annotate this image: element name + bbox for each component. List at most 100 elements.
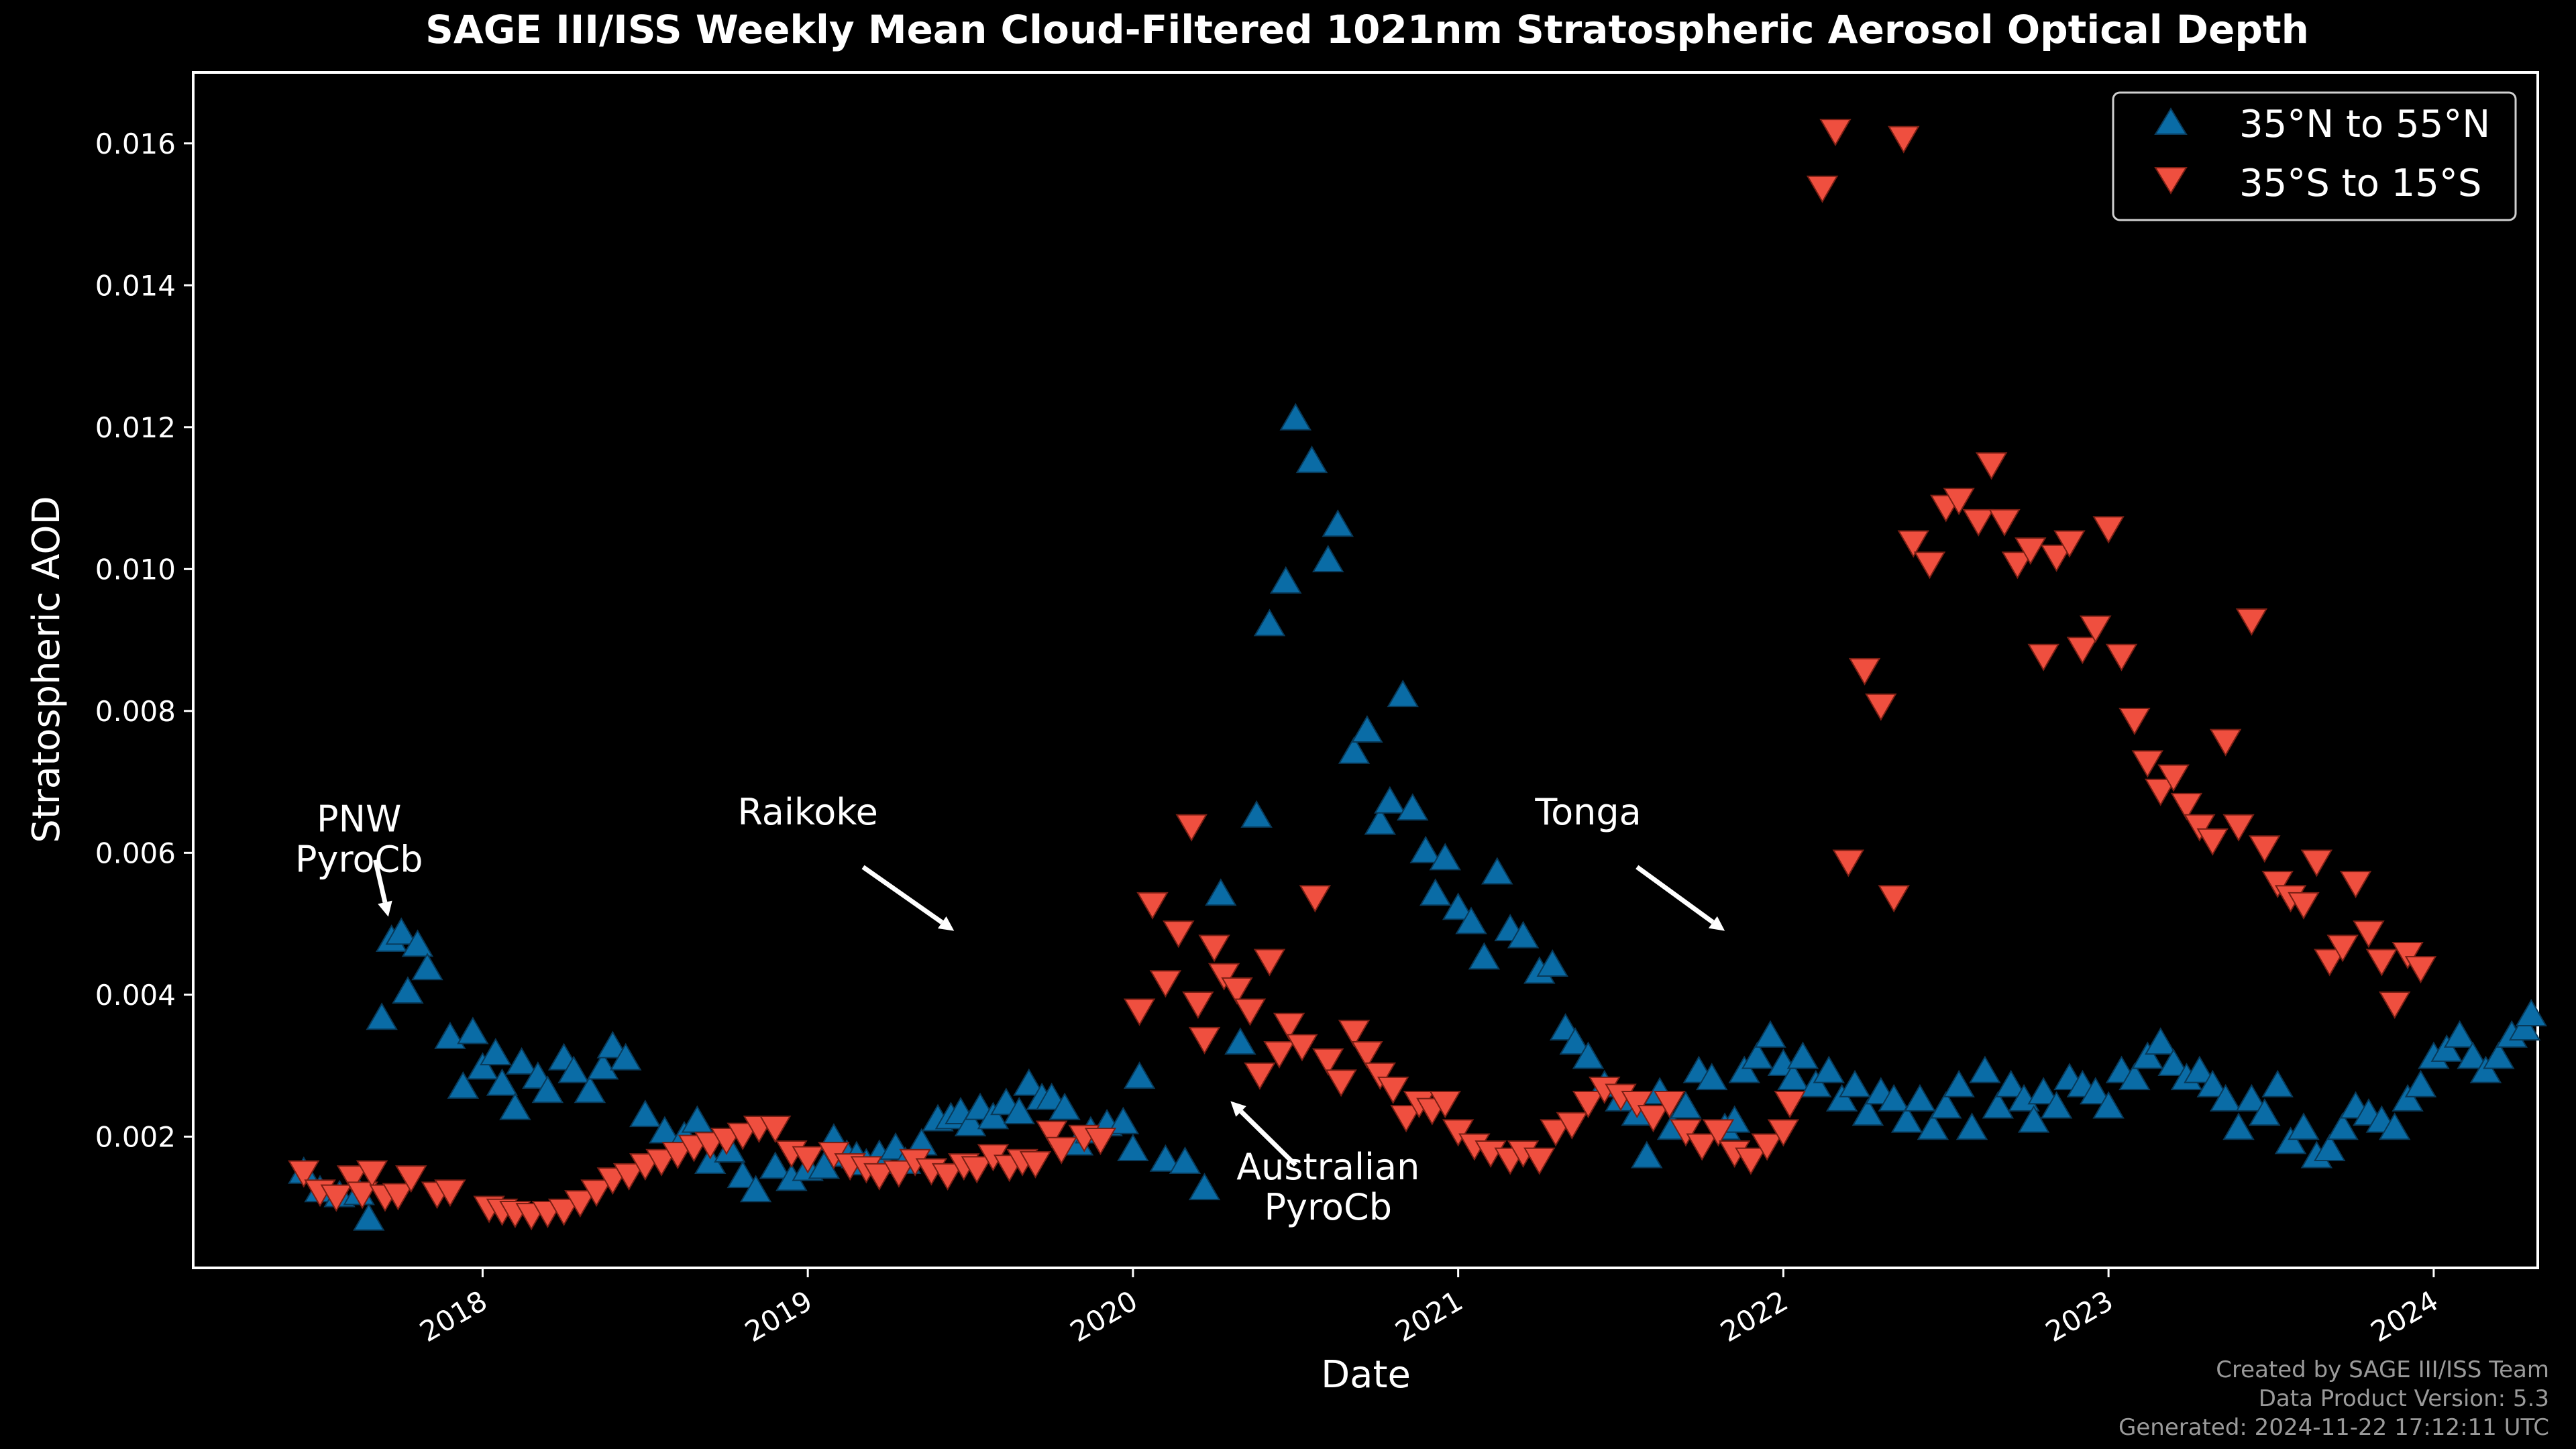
data-point-north (1123, 1061, 1156, 1089)
data-point-north (587, 1052, 619, 1080)
data-point-south (1637, 1105, 1670, 1133)
data-point-north (1851, 1098, 1884, 1126)
data-point-south (1572, 1091, 1605, 1119)
data-point-south (1312, 1048, 1344, 1076)
data-point-south (2080, 615, 2112, 643)
data-point-north (2288, 1112, 2320, 1140)
chart-title: SAGE III/ISS Weekly Mean Cloud-Filtered … (425, 7, 2309, 52)
data-point-south (1377, 1076, 1409, 1104)
data-point-south (727, 1122, 759, 1150)
data-point-north (1536, 949, 1568, 977)
credit-line-2: Data Product Version: 5.3 (2259, 1385, 2549, 1412)
plot-frame (192, 71, 2539, 1269)
data-point-south (1338, 1020, 1371, 1048)
data-point-south (1556, 1112, 1589, 1140)
data-point-north (1813, 1055, 1845, 1083)
annotation-arrow (373, 859, 388, 903)
data-point-south (1198, 934, 1230, 963)
data-point-north (1741, 1041, 1774, 1069)
data-point-south (580, 1179, 612, 1208)
data-point-north (2040, 1091, 2073, 1119)
annotation-text: Tonga (1534, 791, 1641, 833)
data-point-north (1917, 1112, 1949, 1140)
data-point-north (1169, 1146, 1201, 1174)
data-point-south (1163, 920, 1195, 949)
data-point-south (1774, 1091, 1806, 1119)
data-point-south (1832, 849, 1865, 877)
annotation-arrow (861, 865, 944, 924)
data-point-north (2515, 999, 2548, 1027)
data-point-south (1913, 551, 1946, 580)
data-point-south (1429, 1091, 1461, 1119)
data-point-south (1621, 1091, 1653, 1119)
data-point-south (2378, 991, 2411, 1019)
data-point-south (1351, 1041, 1383, 1069)
data-point-north (1670, 1091, 1702, 1119)
credits-block: Created by SAGE III/ISS Team Data Produc… (2118, 1356, 2549, 1441)
data-point-north (1397, 793, 1429, 821)
data-point-south (2222, 814, 2255, 842)
data-point-south (2196, 828, 2229, 856)
data-point-south (1686, 1133, 1718, 1161)
data-point-south (1897, 530, 1930, 558)
data-point-north (385, 917, 417, 945)
data-point-south (1848, 657, 1881, 686)
data-point-south (2184, 814, 2216, 842)
data-point-south (1244, 1062, 1276, 1090)
legend: 35°N to 55°N 35°S to 15°S (2112, 91, 2517, 221)
data-point-south (320, 1184, 353, 1212)
data-point-north (1904, 1083, 1936, 1112)
data-point-south (1325, 1069, 1357, 1097)
data-point-south (1234, 998, 1267, 1026)
data-point-south (2092, 516, 2125, 544)
data-point-south (645, 1148, 678, 1177)
data-point-north (1442, 892, 1474, 920)
data-point-north (1205, 878, 1237, 906)
data-point-south (1523, 1147, 1556, 1175)
data-point-north (1295, 445, 1328, 474)
data-point-north (2326, 1112, 2359, 1140)
data-point-south (1273, 1012, 1305, 1040)
data-point-north (609, 1042, 642, 1071)
data-point-south (1263, 1041, 1295, 1069)
data-point-north (1572, 1041, 1605, 1069)
data-point-north (1728, 1055, 1760, 1083)
data-point-north (1429, 843, 1461, 871)
data-point-south (612, 1163, 645, 1191)
annotation-arrowhead (1708, 916, 1725, 931)
data-point-south (1286, 1034, 1318, 1062)
data-point-south (2209, 729, 2242, 757)
data-point-north (2457, 1041, 2489, 1069)
data-point-north (447, 1071, 480, 1099)
legend-marker-north (2154, 107, 2188, 135)
data-point-south (2118, 707, 2151, 735)
data-point-north (2209, 1083, 2242, 1112)
data-point-south (1988, 508, 2021, 537)
data-point-north (1839, 1069, 1871, 1097)
data-point-north (1481, 857, 1513, 885)
data-point-north (2184, 1055, 2216, 1083)
annotation-arrow (1635, 865, 1715, 924)
y-tick-label: 0.010 (95, 553, 176, 586)
data-point-south (661, 1142, 694, 1170)
data-point-south (2392, 941, 2424, 969)
credit-line-3: Generated: 2024-11-22 17:12:11 UTC (2118, 1414, 2549, 1441)
data-point-north (1188, 1173, 1221, 1201)
data-point-north (1374, 786, 1406, 814)
data-point-north (2274, 1126, 2307, 1155)
data-point-north (1800, 1069, 1832, 1097)
data-point-north (1455, 906, 1487, 934)
data-point-south (1442, 1119, 1474, 1147)
legend-label-south: 35°S to 15°S (2239, 162, 2481, 205)
annotation-text: PyroCb (295, 839, 423, 881)
data-point-north (2508, 1013, 2541, 1041)
data-point-south (2015, 537, 2047, 566)
data-point-north (2017, 1105, 2050, 1133)
data-point-south (2144, 778, 2177, 806)
data-point-south (2353, 920, 2385, 949)
data-point-south (2261, 871, 2294, 899)
data-point-north (1107, 1106, 1140, 1134)
data-point-north (1003, 1096, 1035, 1124)
